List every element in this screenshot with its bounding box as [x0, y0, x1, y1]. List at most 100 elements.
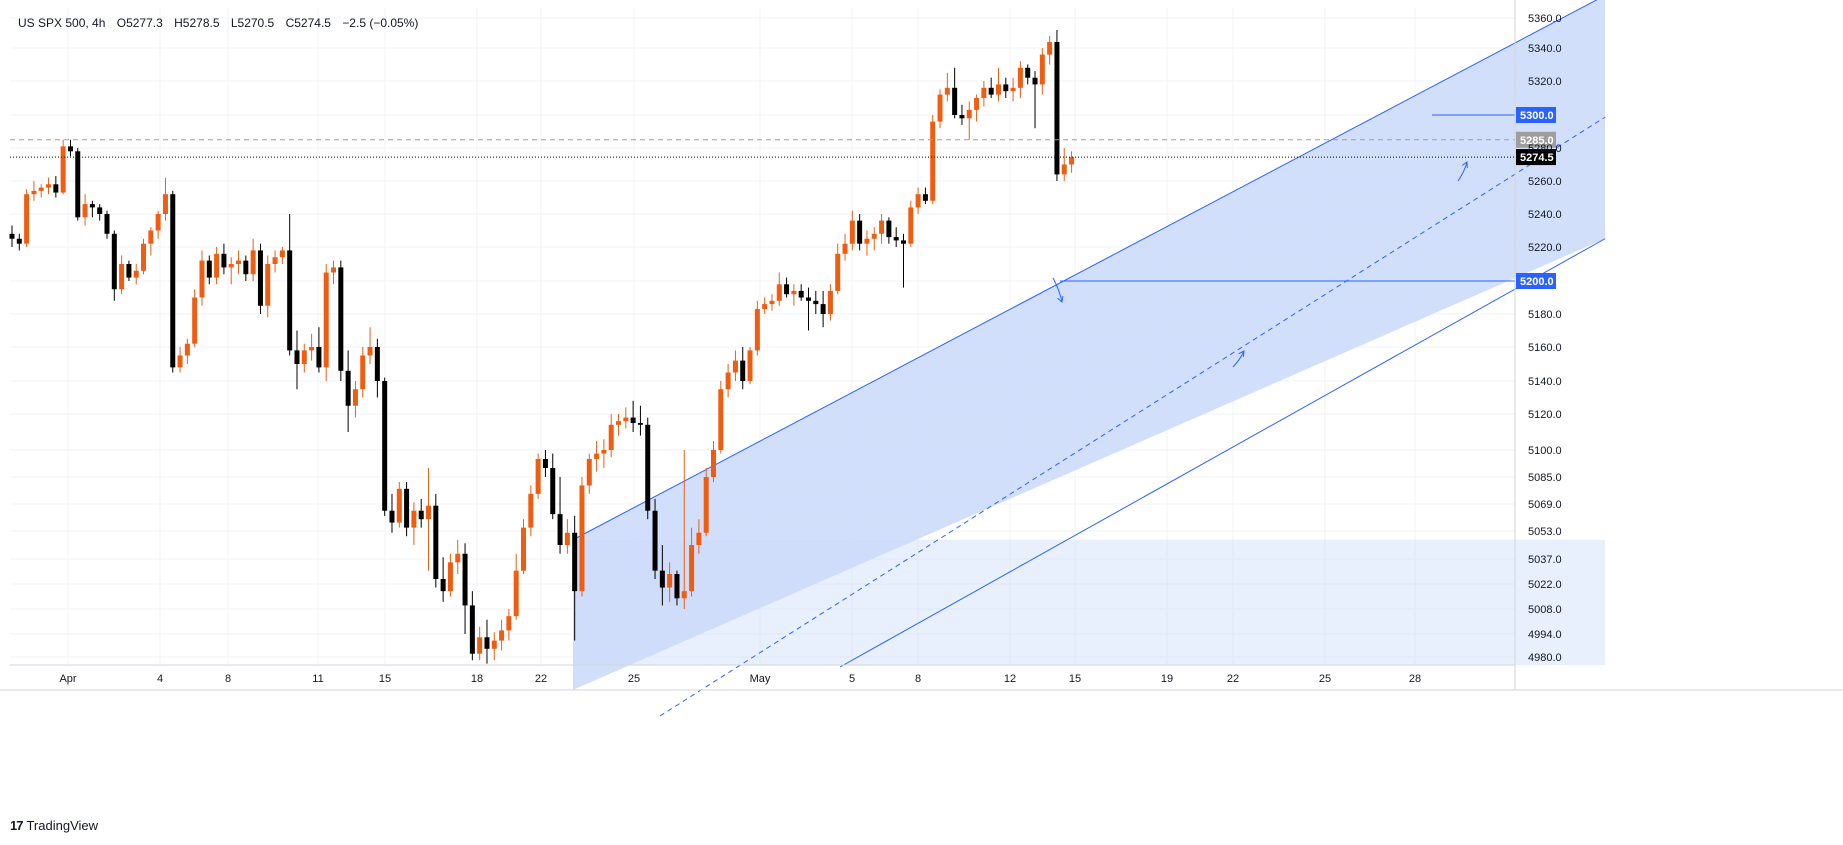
candle-body [418, 510, 424, 520]
candle-body [53, 184, 59, 193]
candle [988, 77, 994, 98]
candle-body [922, 194, 928, 201]
candle [521, 519, 527, 574]
candle [345, 350, 351, 432]
candle-body [67, 146, 73, 152]
candle-body [257, 250, 263, 306]
candle [900, 233, 906, 288]
candle-body [732, 360, 738, 373]
candle [111, 230, 117, 301]
level-label: 5200.0 [1520, 276, 1554, 288]
candle [331, 260, 337, 285]
open-value: O5277.3 [116, 16, 163, 30]
candle [82, 194, 88, 226]
candle [214, 247, 220, 285]
candle [148, 227, 154, 256]
candle-body [133, 270, 139, 278]
candle [1039, 48, 1045, 95]
x-tick-label: May [750, 673, 771, 685]
candle-body [805, 297, 811, 301]
candle-body [162, 194, 168, 214]
candle [119, 255, 125, 295]
candle-body [886, 220, 892, 238]
candle-body [389, 510, 395, 523]
candle-body [1003, 84, 1009, 92]
candle-body [579, 485, 585, 592]
candle [959, 104, 965, 125]
candle [506, 609, 512, 641]
candle [279, 247, 285, 264]
candle [301, 343, 307, 373]
candle [177, 347, 183, 373]
y-tick-label: 4994.0 [1528, 629, 1562, 641]
candle-body [214, 253, 220, 278]
candle-body [46, 184, 52, 188]
candle-body [645, 424, 651, 511]
candle [849, 210, 855, 251]
candle-body [236, 260, 242, 264]
candle [637, 405, 643, 436]
arrow-icon [1052, 277, 1064, 303]
candle [579, 477, 585, 597]
candle-body [228, 264, 234, 268]
candle-body [754, 309, 760, 351]
x-tick-label: 4 [157, 673, 163, 685]
candle [513, 553, 519, 620]
candle-body [937, 94, 943, 122]
candle-body [9, 233, 15, 239]
candle [199, 250, 205, 306]
channel-upper-line [572, 0, 1598, 541]
candle-body [38, 187, 44, 191]
candle-body [221, 253, 227, 268]
candle [404, 482, 410, 537]
candle-body [995, 84, 1001, 95]
x-tick-label: 11 [312, 673, 323, 685]
candle-body [1047, 42, 1053, 55]
candle-body [477, 637, 483, 654]
candle [257, 243, 263, 314]
candle-body [674, 574, 680, 599]
tradingview-brand[interactable]: 17 TradingView [10, 818, 98, 833]
candle-body [718, 389, 724, 450]
candle [221, 243, 227, 275]
candle-body [1032, 77, 1038, 85]
candle [272, 250, 278, 273]
candle [696, 519, 702, 554]
level-badge [1516, 107, 1556, 123]
candle-body [513, 570, 519, 617]
candle-body [1054, 42, 1060, 175]
candle-body [703, 477, 709, 533]
candle [24, 189, 30, 247]
candle-body [557, 514, 563, 545]
candle [75, 148, 81, 221]
channel-lower-line [839, 238, 1606, 668]
candle-body [506, 616, 512, 631]
candle-body [89, 204, 95, 208]
candle-body [542, 459, 548, 468]
candle-body [82, 204, 88, 218]
candle [484, 619, 490, 664]
candle [922, 187, 928, 205]
y-tick-label: 5160.0 [1528, 342, 1562, 354]
candle-body [871, 233, 877, 239]
chart-axes: 5360.0 5340.0 5320.0 5280.0 5260.0 5240.0 5220… [0, 0, 1843, 691]
candle-body [776, 284, 782, 301]
candle [1047, 36, 1053, 65]
y-tick-label: 5037.0 [1528, 554, 1562, 566]
candle-body [798, 290, 804, 298]
candle-body [637, 423, 643, 425]
candle-body [791, 290, 797, 295]
candle [433, 493, 439, 588]
candle-body [550, 468, 556, 515]
candle-body [616, 421, 622, 425]
candle [426, 468, 432, 571]
y-tick-label: 5320.0 [1528, 76, 1562, 88]
candle [630, 400, 636, 432]
x-tick-label: 5 [849, 673, 855, 685]
x-tick-label: 12 [1004, 673, 1016, 685]
candle-body [170, 194, 176, 368]
candle [952, 67, 958, 119]
candle [601, 439, 607, 468]
candle [966, 101, 972, 140]
